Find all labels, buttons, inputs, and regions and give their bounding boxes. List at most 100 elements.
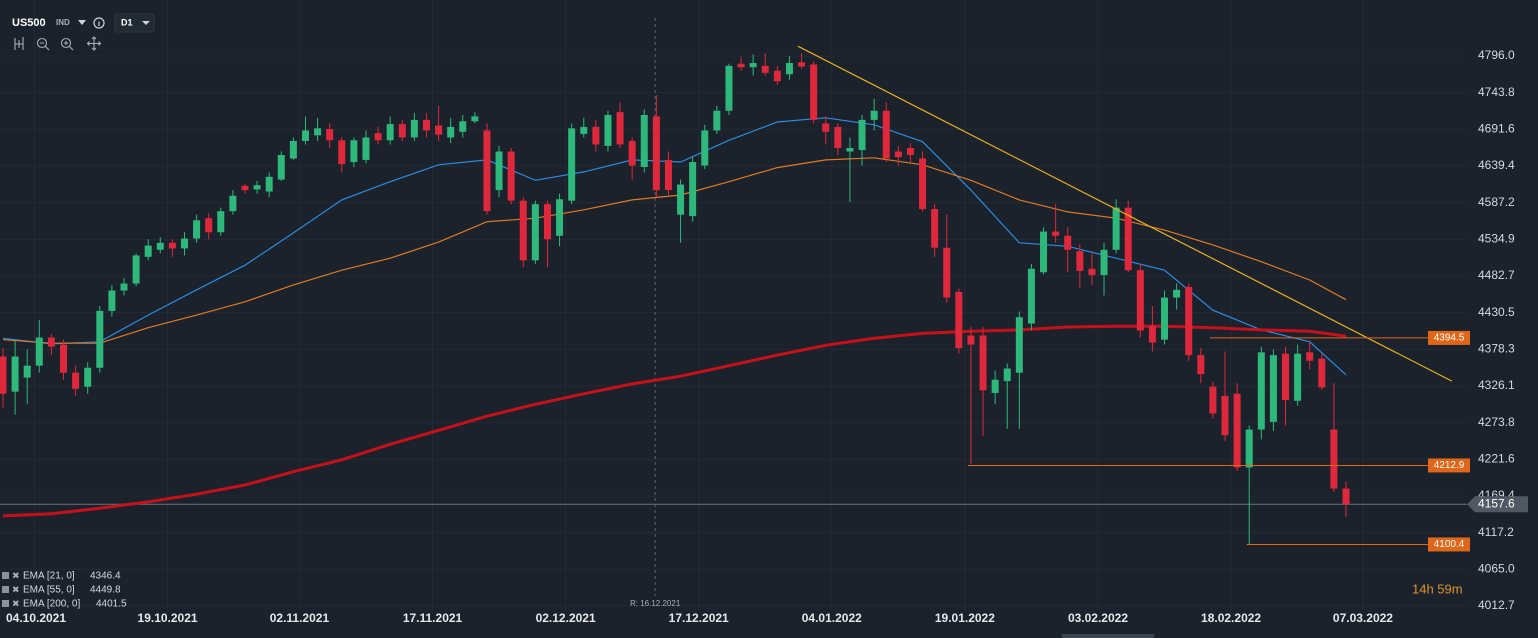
candle-body xyxy=(410,119,418,138)
candle-body xyxy=(96,310,104,368)
candle-body xyxy=(737,63,745,68)
candle-body xyxy=(543,204,551,240)
candle-body xyxy=(1245,429,1253,468)
candle-body xyxy=(11,356,19,392)
dropdown-arrow[interactable] xyxy=(78,20,86,25)
legend-close[interactable]: ✖ xyxy=(12,570,20,580)
candle-body xyxy=(144,245,152,257)
price-level-box xyxy=(1428,330,1470,345)
scrollbar[interactable] xyxy=(1062,634,1154,638)
candle-body xyxy=(168,242,176,249)
timeframe: D1 xyxy=(121,17,133,27)
candle-body xyxy=(314,128,322,136)
candle-body xyxy=(1052,231,1060,236)
candle-body xyxy=(531,204,539,261)
y-tick-label: 4482.7 xyxy=(1478,268,1515,282)
candle-body xyxy=(0,356,7,394)
x-tick-label: 19.01.2022 xyxy=(935,611,995,625)
candle-body xyxy=(822,123,830,132)
legend-close[interactable]: ✖ xyxy=(12,584,20,594)
x-tick-label: 19.10.2021 xyxy=(138,611,198,625)
session-marker-label: R: 16.12.2021 xyxy=(630,599,681,608)
candle-body xyxy=(217,211,225,233)
x-tick-label: 17.12.2021 xyxy=(669,611,729,625)
y-tick-label: 4012.7 xyxy=(1478,598,1515,612)
candle-body xyxy=(47,337,55,347)
candle-body xyxy=(265,176,273,192)
candle-body xyxy=(1076,251,1084,271)
candle-body xyxy=(810,64,818,120)
legend-name: EMA [21, 0] xyxy=(23,571,75,582)
candle-body xyxy=(1257,352,1265,430)
candle-body xyxy=(943,247,951,298)
ema-line xyxy=(2,117,1347,376)
timeframe-box[interactable] xyxy=(114,13,155,33)
trendline xyxy=(797,45,1453,382)
legend-value: 4449.8 xyxy=(90,585,121,596)
candle-body xyxy=(374,133,382,141)
candle-body xyxy=(1306,352,1314,361)
candle-body xyxy=(1100,249,1108,276)
countdown: 14h 59m xyxy=(1412,581,1463,596)
pan-tool[interactable] xyxy=(86,36,102,51)
x-tick-label: 04.01.2022 xyxy=(802,611,862,625)
candle-body xyxy=(241,185,249,191)
candle-body xyxy=(422,119,430,131)
candle-body xyxy=(725,65,733,111)
candle-body xyxy=(580,126,588,134)
candle-body xyxy=(556,199,564,236)
candle-body xyxy=(84,367,92,387)
candle-body xyxy=(120,283,128,291)
candle-body xyxy=(858,119,866,151)
candle-body xyxy=(919,158,927,210)
y-tick-label: 4691.6 xyxy=(1478,121,1515,135)
price-level-label: 4100.4 xyxy=(1434,539,1465,550)
candle-body xyxy=(1318,358,1326,388)
candle-body xyxy=(229,195,237,212)
legend-swatch xyxy=(2,600,9,607)
info-icon[interactable] xyxy=(93,17,105,29)
zoom-out[interactable] xyxy=(36,37,48,49)
y-tick-label: 4534.9 xyxy=(1478,232,1515,246)
x-tick-label: 02.11.2021 xyxy=(270,611,330,625)
candle-body xyxy=(652,116,660,191)
candle-body xyxy=(1040,231,1048,273)
candle-body xyxy=(834,126,842,148)
candle-body xyxy=(289,140,297,159)
y-tick-label: 4796.0 xyxy=(1478,48,1515,62)
candle-body xyxy=(59,344,67,373)
candle-body xyxy=(483,130,491,212)
indicator-tool[interactable] xyxy=(14,37,24,50)
candle-body xyxy=(967,335,975,345)
candle-body xyxy=(870,110,878,120)
candle-body xyxy=(459,121,467,132)
candle-body xyxy=(1112,207,1120,250)
candle-body xyxy=(798,62,806,67)
candle-body xyxy=(1003,368,1011,382)
legend-close[interactable]: ✖ xyxy=(12,598,20,608)
legend-value: 4401.5 xyxy=(96,599,127,610)
candle-body xyxy=(338,140,346,165)
x-tick-label: 07.03.2022 xyxy=(1333,611,1393,625)
x-tick-label: 18.02.2022 xyxy=(1201,611,1261,625)
candle-body xyxy=(326,129,334,141)
symbol[interactable]: US500 xyxy=(12,17,46,29)
candle-body xyxy=(773,70,781,82)
legend-value: 4346.4 xyxy=(90,571,121,582)
candle-body xyxy=(677,184,685,215)
x-tick-label: 02.12.2021 xyxy=(536,611,596,625)
y-tick-label: 4065.0 xyxy=(1478,561,1515,575)
candle-body xyxy=(108,290,116,311)
zoom-in[interactable] xyxy=(60,37,72,49)
x-tick-label: 03.02.2022 xyxy=(1068,611,1128,625)
legend-swatch xyxy=(2,586,9,593)
price-level-box xyxy=(1428,537,1470,552)
price-level-label: 4394.5 xyxy=(1434,333,1465,344)
tools xyxy=(14,36,102,51)
candle-body xyxy=(664,159,672,191)
candle-body xyxy=(435,125,443,135)
candle-body xyxy=(193,220,201,239)
candle-body xyxy=(604,114,612,146)
candle-body xyxy=(1161,297,1169,340)
